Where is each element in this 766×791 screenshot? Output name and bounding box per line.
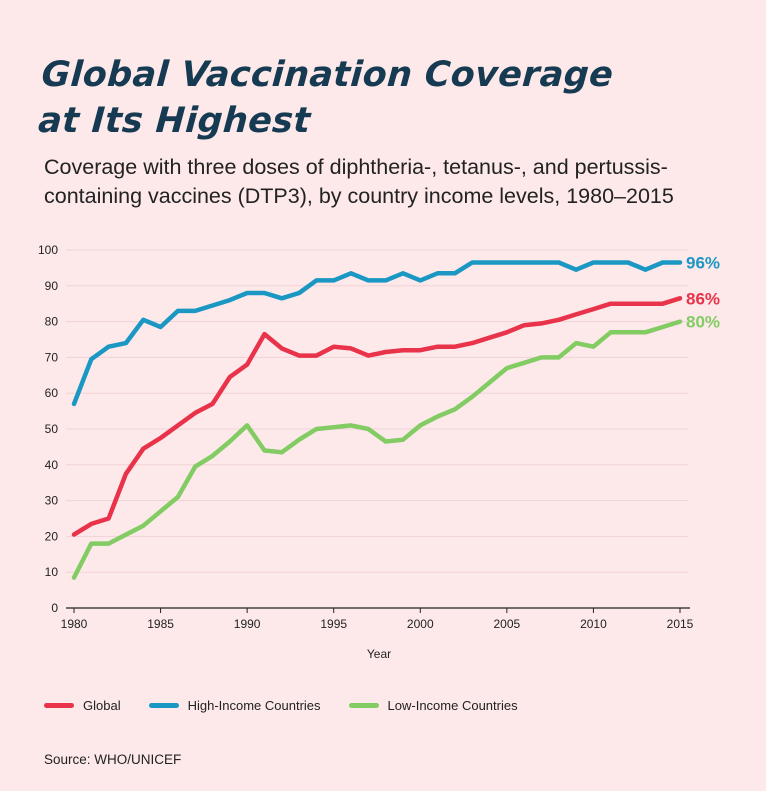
y-tick-label-80: 80 xyxy=(45,315,59,329)
legend-label-global: Global xyxy=(83,698,121,713)
x-tick-label-1980: 1980 xyxy=(61,617,88,631)
x-tick-label-2010: 2010 xyxy=(580,617,607,631)
y-tick-label-100: 100 xyxy=(38,243,58,257)
x-tick-label-2005: 2005 xyxy=(494,617,521,631)
y-tick-label-40: 40 xyxy=(45,458,59,472)
legend-swatch-global xyxy=(44,703,74,708)
end-label-high-income-countries: 96% xyxy=(686,254,720,273)
series-line-high-income-countries xyxy=(71,260,683,407)
y-tick-label-70: 70 xyxy=(45,350,59,364)
series-line-low-income-countries xyxy=(71,319,683,580)
legend-swatch-high-income xyxy=(148,703,179,708)
x-tick-label-2015: 2015 xyxy=(667,617,694,631)
legend-item-global: Global xyxy=(44,698,121,713)
legend-swatch-low-income xyxy=(348,703,379,708)
x-tick-label-2000: 2000 xyxy=(407,617,434,631)
end-label-global: 86% xyxy=(686,289,720,308)
chart-subtitle: Coverage with three doses of diphtheria-… xyxy=(44,153,744,211)
y-tick-label-60: 60 xyxy=(45,386,59,400)
end-label-low-income-countries: 80% xyxy=(686,313,720,332)
subtitle-line-1: Coverage with three doses of diphtheria-… xyxy=(44,155,668,179)
legend-label-low-income: Low-Income Countries xyxy=(387,698,518,713)
series-line-global xyxy=(71,296,683,537)
subtitle-line-2: containing vaccines (DTP3), by country i… xyxy=(44,184,674,208)
legend-item-high-income: High-Income Countries xyxy=(148,698,321,713)
x-tick-label-1985: 1985 xyxy=(147,617,174,631)
chart-legend: Global High-Income Countries Low-Income … xyxy=(44,698,546,713)
x-tick-label-1995: 1995 xyxy=(320,617,347,631)
legend-item-low-income: Low-Income Countries xyxy=(348,698,518,713)
y-tick-label-10: 10 xyxy=(45,565,59,579)
legend-label-high-income: High-Income Countries xyxy=(187,698,321,713)
x-tick-label-1990: 1990 xyxy=(234,617,261,631)
y-tick-label-90: 90 xyxy=(45,279,59,293)
x-axis-label: Year xyxy=(367,647,391,661)
y-tick-label-30: 30 xyxy=(45,494,59,508)
y-tick-label-50: 50 xyxy=(45,422,59,436)
y-tick-label-0: 0 xyxy=(51,601,58,615)
source-note: Source: WHO/UNICEF xyxy=(44,752,182,767)
y-tick-label-20: 20 xyxy=(45,529,59,543)
